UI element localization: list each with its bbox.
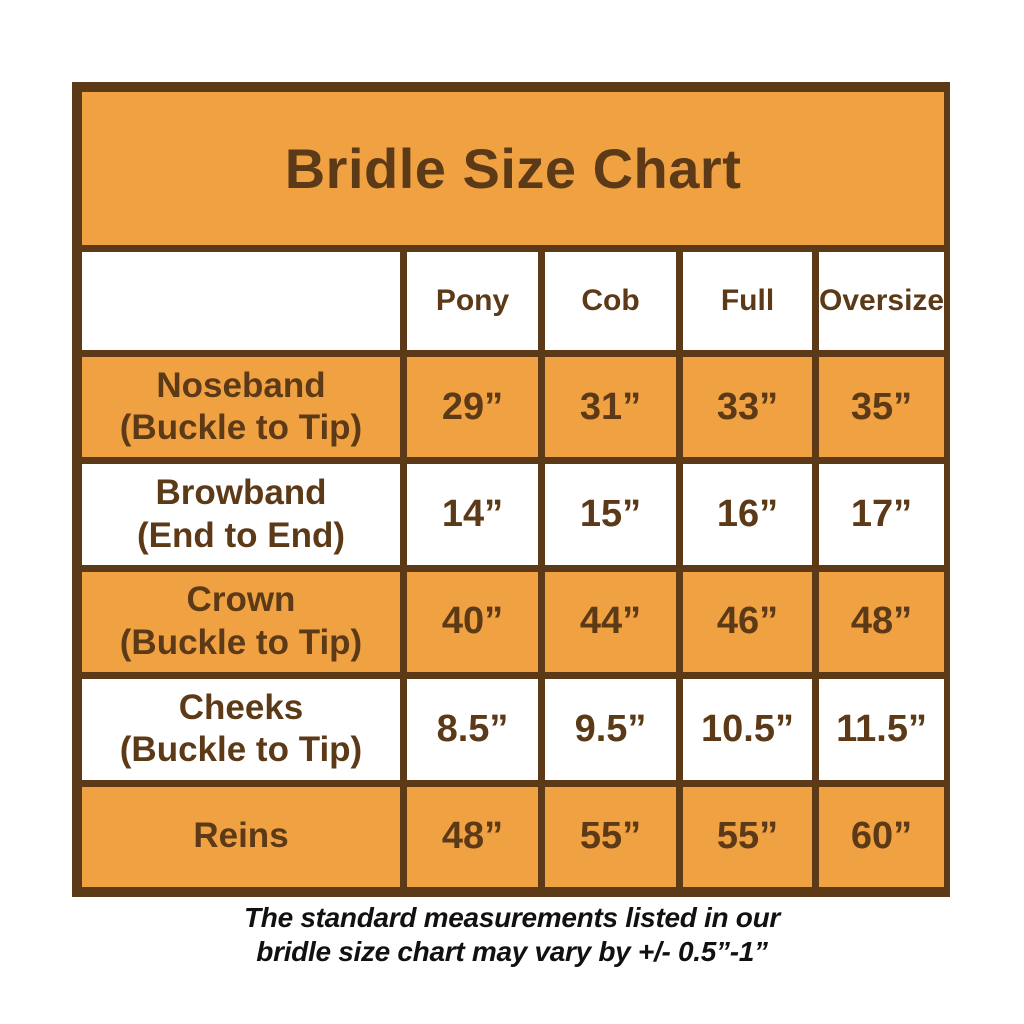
row-label-line2: (Buckle to Tip) — [119, 622, 363, 662]
row-label-line1: Browband — [155, 472, 327, 512]
cell-browband-pony: 14” — [407, 464, 538, 565]
cell-reins-full: 55” — [683, 786, 812, 887]
row-label-line1: Cheeks — [178, 687, 304, 727]
row-label-line1: Reins — [193, 816, 289, 856]
cell-browband-cob: 15” — [545, 464, 676, 565]
column-header-pony: Pony — [407, 252, 538, 350]
cell-noseband-pony: 29” — [407, 357, 538, 458]
cell-cheeks-oversize: 11.5” — [819, 679, 945, 780]
cell-noseband-cob: 31” — [545, 357, 676, 458]
cell-browband-full: 16” — [683, 464, 812, 565]
row-label-line2: (Buckle to Tip) — [119, 408, 363, 448]
cell-crown-cob: 44” — [545, 571, 676, 673]
row-label-line1: Noseband — [156, 365, 326, 405]
row-label-line1: Crown — [186, 580, 296, 620]
row-label-reins: Reins — [82, 786, 400, 887]
cell-reins-pony: 48” — [407, 786, 538, 887]
cell-crown-full: 46” — [683, 571, 812, 673]
column-header-oversize: Oversize — [819, 252, 945, 350]
cell-noseband-oversize: 35” — [819, 357, 945, 458]
cell-noseband-full: 33” — [683, 357, 812, 458]
row-label-noseband: Noseband (Buckle to Tip) — [82, 357, 400, 458]
footer-disclaimer-line2: bridle size chart may vary by +/- 0.5”-1… — [256, 935, 768, 967]
cell-reins-oversize: 60” — [819, 786, 945, 887]
cell-browband-oversize: 17” — [819, 464, 945, 565]
cell-cheeks-pony: 8.5” — [407, 679, 538, 780]
header-corner-cell — [82, 252, 400, 350]
column-header-cob: Cob — [545, 252, 676, 350]
chart-title: Bridle Size Chart — [82, 92, 945, 245]
column-header-full: Full — [683, 252, 812, 350]
bridle-size-chart-table: Bridle Size Chart Pony Cob Full Oversize… — [72, 82, 950, 897]
cell-reins-cob: 55” — [545, 786, 676, 887]
cell-cheeks-full: 10.5” — [683, 679, 812, 780]
row-label-line2: (End to End) — [136, 515, 345, 555]
row-label-crown: Crown (Buckle to Tip) — [82, 571, 400, 673]
cell-crown-oversize: 48” — [819, 571, 945, 673]
cell-crown-pony: 40” — [407, 571, 538, 673]
row-label-browband: Browband (End to End) — [82, 464, 400, 565]
footer-disclaimer-line1: The standard measurements listed in our — [244, 902, 780, 933]
footer-disclaimer: The standard measurements listed in our … — [0, 901, 1024, 968]
row-label-line2: (Buckle to Tip) — [119, 730, 363, 770]
row-label-cheeks: Cheeks (Buckle to Tip) — [82, 679, 400, 780]
cell-cheeks-cob: 9.5” — [545, 679, 676, 780]
